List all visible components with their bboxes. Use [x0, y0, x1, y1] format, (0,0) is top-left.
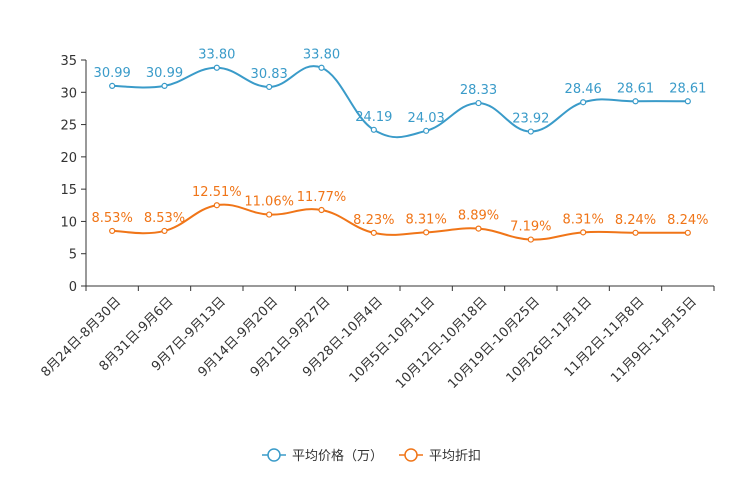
series-layer [109, 64, 691, 243]
series-point-1[interactable] [109, 227, 116, 235]
series-point-1[interactable] [475, 225, 482, 232]
series-point-1[interactable] [684, 229, 691, 236]
data-label-0: 30.99 [94, 66, 131, 81]
data-label-0: 24.19 [355, 110, 392, 125]
data-label-1: 11.77% [297, 190, 347, 205]
data-label-0: 33.80 [198, 48, 235, 63]
series-point-1[interactable] [423, 229, 430, 236]
data-label-1: 12.51% [192, 185, 242, 200]
y-tick-label: 10 [60, 215, 77, 230]
y-tick-label: 15 [60, 183, 77, 198]
series-point-1[interactable] [370, 229, 377, 236]
data-label-0: 30.99 [146, 66, 183, 81]
data-label-0: 28.33 [460, 83, 497, 98]
data-label-1: 8.89% [458, 209, 499, 224]
data-label-1: 8.31% [563, 212, 604, 227]
series-point-1[interactable] [213, 202, 220, 209]
series-point-0[interactable] [632, 98, 639, 105]
legend-marker [267, 448, 281, 462]
y-tick-label: 0 [69, 280, 77, 295]
legend: 平均价格（万） 平均折扣 [262, 448, 481, 464]
data-label-1: 8.53% [92, 211, 133, 226]
series-point-0[interactable] [527, 128, 534, 135]
data-label-1: 8.53% [144, 211, 185, 226]
series-point-1[interactable] [266, 211, 273, 218]
data-label-0: 28.61 [617, 81, 654, 96]
data-label-0: 28.61 [669, 81, 706, 96]
data-labels: 30.99 30.99 33.80 30.83 33.80 24.19 24.03 28.33… [92, 48, 709, 235]
series-point-1[interactable] [527, 236, 534, 243]
series-point-0[interactable] [161, 82, 168, 89]
data-label-0: 24.03 [408, 111, 445, 126]
series-point-0[interactable] [109, 82, 116, 89]
series-point-0[interactable] [213, 64, 220, 71]
data-label-0: 23.92 [512, 112, 549, 127]
data-label-1: 8.24% [667, 213, 708, 228]
series-point-0[interactable] [580, 99, 587, 106]
data-label-0: 30.83 [251, 67, 288, 82]
series-line-1 [112, 203, 688, 241]
legend-marker [404, 448, 418, 462]
data-label-1: 8.23% [353, 213, 394, 228]
data-label-0: 28.46 [565, 82, 602, 97]
data-label-1: 7.19% [510, 220, 551, 235]
y-tick-label: 20 [60, 151, 77, 166]
x-tick-label: 10月12日-10月18日 [393, 294, 490, 391]
series-point-0[interactable] [318, 64, 325, 71]
series-line-0 [112, 65, 688, 139]
y-tick-label: 25 [60, 119, 77, 134]
legend-label: 平均价格（万） [292, 448, 383, 464]
y-tick-label: 5 [69, 248, 77, 263]
data-label-1: 8.24% [615, 213, 656, 228]
series-point-1[interactable] [580, 229, 587, 236]
legend-item-1[interactable]: 平均折扣 [399, 448, 481, 464]
legend-item-0[interactable]: 平均价格（万） [262, 448, 383, 464]
data-label-1: 8.31% [406, 212, 447, 227]
series-point-1[interactable] [632, 229, 639, 236]
y-tick-label: 35 [60, 54, 77, 69]
series-point-0[interactable] [475, 99, 482, 107]
data-label-1: 11.06% [244, 195, 294, 210]
series-point-0[interactable] [423, 127, 430, 134]
series-point-0[interactable] [266, 83, 273, 91]
x-tick-label: 10月19日-10月25日 [445, 294, 542, 391]
y-tick-label: 30 [60, 86, 77, 101]
series-point-0[interactable] [370, 126, 377, 133]
legend-label: 平均折扣 [429, 449, 481, 464]
data-label-0: 33.80 [303, 48, 340, 63]
series-point-1[interactable] [318, 206, 325, 214]
series-point-0[interactable] [684, 98, 691, 105]
series-point-1[interactable] [161, 227, 168, 235]
